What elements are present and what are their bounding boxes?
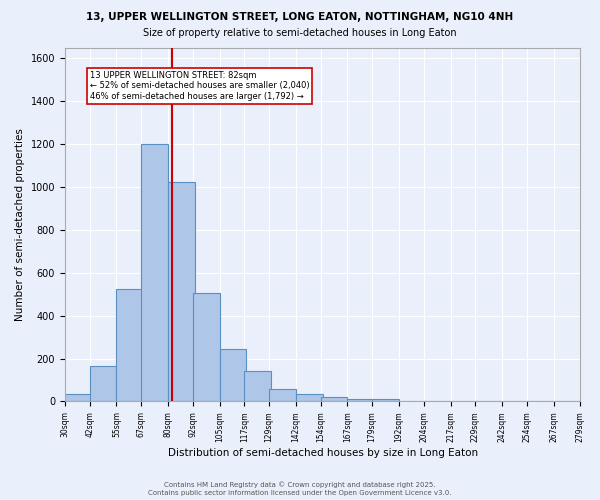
- Text: Size of property relative to semi-detached houses in Long Eaton: Size of property relative to semi-detach…: [143, 28, 457, 38]
- Bar: [347, 399, 374, 402]
- Bar: [89, 366, 116, 402]
- Bar: [116, 289, 143, 402]
- Bar: [65, 394, 92, 402]
- Bar: [269, 388, 296, 402]
- Bar: [193, 293, 220, 402]
- Bar: [244, 372, 271, 402]
- Bar: [296, 394, 323, 402]
- Bar: [320, 397, 347, 402]
- Bar: [141, 144, 168, 402]
- Bar: [168, 182, 195, 402]
- Text: 13, UPPER WELLINGTON STREET, LONG EATON, NOTTINGHAM, NG10 4NH: 13, UPPER WELLINGTON STREET, LONG EATON,…: [86, 12, 514, 22]
- Bar: [372, 400, 399, 402]
- Text: Contains public sector information licensed under the Open Government Licence v3: Contains public sector information licen…: [148, 490, 452, 496]
- Text: Contains HM Land Registry data © Crown copyright and database right 2025.: Contains HM Land Registry data © Crown c…: [164, 481, 436, 488]
- Y-axis label: Number of semi-detached properties: Number of semi-detached properties: [15, 128, 25, 321]
- Text: 13 UPPER WELLINGTON STREET: 82sqm
← 52% of semi-detached houses are smaller (2,0: 13 UPPER WELLINGTON STREET: 82sqm ← 52% …: [89, 71, 309, 101]
- X-axis label: Distribution of semi-detached houses by size in Long Eaton: Distribution of semi-detached houses by …: [167, 448, 478, 458]
- Bar: [220, 349, 247, 402]
